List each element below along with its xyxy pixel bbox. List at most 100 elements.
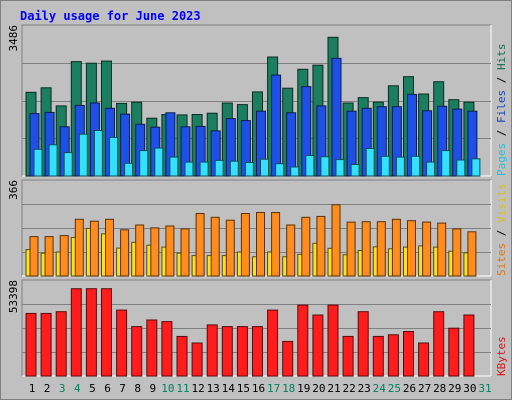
bar-kbytes-day-20 [312, 314, 324, 377]
bar-pages-day-30 [471, 158, 481, 177]
bar-kbytes-day-26 [403, 331, 414, 377]
bar-pages-day-28 [441, 150, 451, 177]
bar-pages-day-20 [320, 156, 330, 177]
bar-pages-day-19 [305, 155, 315, 177]
bar-kbytes-day-7 [116, 309, 128, 377]
legend-pages: Pages [495, 143, 508, 176]
bar-kbytes-day-21 [327, 304, 339, 377]
legend-hits: Hits [495, 44, 508, 71]
legend-separator: / [495, 223, 508, 243]
bar-files-day-21 [331, 57, 342, 177]
series-kbytes [25, 288, 475, 377]
bar-pages-day-17 [275, 163, 285, 177]
x-tick-label-14: 14 [222, 382, 236, 395]
x-tick-label-12: 12 [191, 382, 204, 395]
bar-sites-day-25 [391, 218, 401, 277]
bar-sites-day-17 [271, 212, 281, 277]
bar-kbytes-day-2 [40, 312, 52, 377]
y-max-label: 366 [7, 180, 20, 200]
bar-sites-day-12 [195, 213, 205, 277]
bar-sites-day-7 [120, 229, 130, 277]
bar-pages-day-3 [63, 152, 73, 177]
x-tick-label-16: 16 [252, 382, 265, 395]
bar-sites-day-1 [29, 236, 39, 277]
legend-kbytes: KBytes [495, 336, 508, 376]
bar-sites-day-18 [286, 224, 296, 277]
bar-pages-day-11 [184, 161, 194, 177]
x-tick-label-25: 25 [388, 382, 401, 395]
x-tick-label-27: 27 [418, 382, 431, 395]
x-tick-label-13: 13 [207, 382, 220, 395]
x-tick-label-22: 22 [342, 382, 355, 395]
x-tick-label-3: 3 [59, 382, 66, 395]
y-max-label: 53398 [7, 280, 20, 313]
bar-kbytes-day-12 [191, 342, 203, 377]
bar-sites-day-30 [467, 231, 477, 277]
bar-sites-day-2 [44, 236, 54, 277]
x-tick-label-5: 5 [89, 382, 96, 395]
chart-title: Daily usage for June 2023 [20, 9, 201, 23]
bar-sites-day-21 [331, 204, 341, 277]
bar-sites-day-13 [210, 216, 220, 277]
bar-pages-day-15 [244, 162, 254, 177]
bar-kbytes-day-25 [387, 334, 399, 377]
bar-kbytes-day-27 [418, 342, 430, 377]
bar-pages-day-5 [93, 130, 103, 177]
bar-kbytes-day-19 [297, 304, 309, 377]
bar-pages-day-1 [33, 148, 43, 177]
y-max-label: 3486 [7, 25, 20, 52]
bar-pages-day-8 [139, 150, 149, 177]
series-pages [33, 130, 481, 177]
bar-pages-day-4 [78, 133, 88, 177]
bar-kbytes-day-11 [176, 335, 188, 377]
bar-sites-day-23 [361, 221, 371, 277]
bar-kbytes-day-15 [236, 326, 248, 377]
x-tick-label-10: 10 [161, 382, 174, 395]
bar-pages-day-10 [169, 156, 179, 177]
bar-pages-day-9 [154, 147, 164, 177]
x-tick-label-4: 4 [74, 382, 81, 395]
bar-sites-day-26 [407, 220, 416, 277]
legend: Pages / Files / Hits [495, 44, 508, 177]
bar-kbytes-day-18 [282, 340, 294, 377]
bar-sites-day-22 [346, 221, 356, 277]
bar-pages-day-2 [48, 144, 58, 177]
x-tick-label-17: 17 [267, 382, 280, 395]
bar-sites-day-9 [150, 227, 160, 277]
bar-kbytes-day-1 [25, 312, 37, 377]
panel-3: 53398 KBytes [7, 279, 508, 377]
bar-sites-day-5 [89, 220, 99, 277]
bar-sites-day-27 [422, 221, 432, 277]
bar-kbytes-day-24 [372, 335, 384, 377]
bar-sites-day-8 [135, 224, 145, 277]
bar-kbytes-day-3 [55, 311, 67, 377]
bar-kbytes-day-8 [131, 326, 143, 377]
bar-sites-day-11 [180, 228, 190, 277]
bar-sites-day-3 [59, 235, 69, 277]
bar-kbytes-day-14 [221, 326, 233, 377]
bar-pages-day-25 [395, 156, 405, 177]
bar-sites-day-14 [225, 219, 235, 277]
bar-kbytes-day-13 [206, 324, 218, 377]
x-tick-label-19: 19 [297, 382, 310, 395]
bar-files-day-17 [271, 74, 282, 177]
x-tick-label-6: 6 [104, 382, 111, 395]
bar-sites-day-19 [301, 216, 311, 277]
bar-pages-day-13 [214, 159, 224, 177]
x-tick-label-1: 1 [29, 382, 36, 395]
x-tick-label-15: 15 [237, 382, 250, 395]
bar-pages-day-27 [426, 161, 436, 177]
bar-pages-day-18 [290, 166, 300, 177]
x-tick-label-2: 2 [44, 382, 51, 395]
bar-sites-day-10 [165, 225, 175, 277]
x-tick-label-31: 31 [478, 382, 491, 395]
bar-sites-day-16 [256, 212, 265, 277]
bar-sites-day-15 [240, 213, 250, 277]
panel-2: 366 Sites / Visits [7, 179, 508, 277]
bar-pages-day-24 [380, 155, 390, 177]
bar-kbytes-day-28 [433, 311, 445, 377]
bar-pages-day-23 [365, 148, 375, 177]
bar-kbytes-day-17 [267, 309, 279, 377]
bar-kbytes-day-5 [85, 288, 97, 377]
